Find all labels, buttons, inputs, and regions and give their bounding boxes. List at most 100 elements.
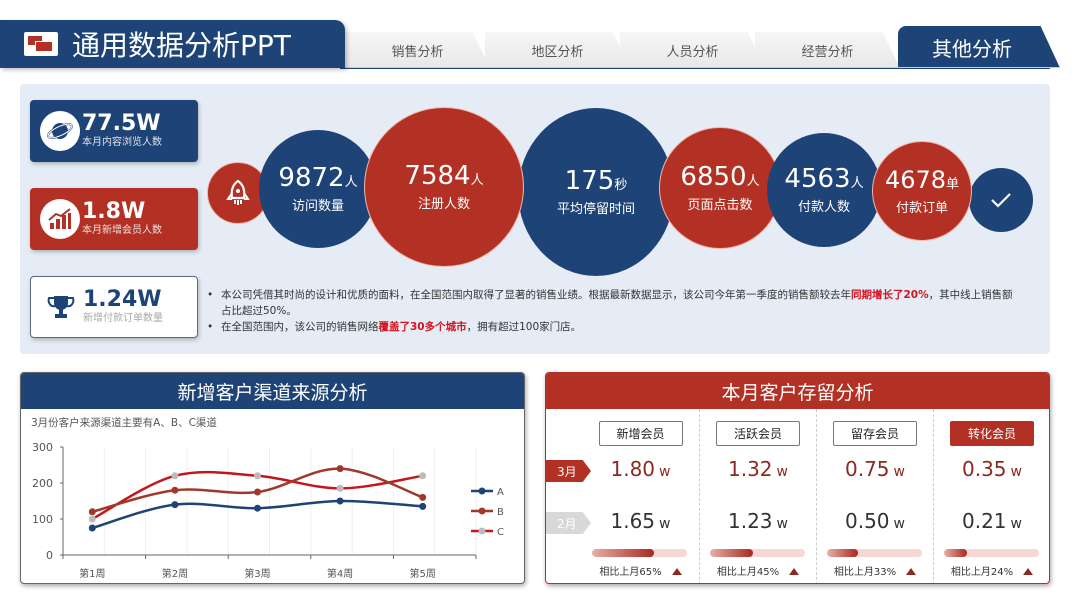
panel-title: 本月客户存留分析 [546, 373, 1049, 409]
panel-title: 新增客户渠道来源分析 [21, 373, 524, 409]
note-item: 在全国范围内，该公司的销售网络覆盖了30多个城市，拥有超过100家门店。 [205, 319, 1015, 335]
tab-sales[interactable]: 销售分析 [345, 32, 490, 68]
check-icon [991, 193, 1011, 208]
chat-bubbles-icon [22, 30, 58, 58]
metric-avg-stay: 175秒 平均停留时间 [518, 108, 674, 276]
stat-value: 1.24W [83, 287, 162, 312]
retention-column: 转化会员 0.35 w 0.21 w 相比上月24% [933, 409, 1049, 583]
tab-operations[interactable]: 经营分析 [755, 32, 900, 68]
metric-visits: 9872人 访问数量 [259, 130, 377, 248]
check-badge [969, 168, 1033, 232]
channel-source-panel: 新增客户渠道来源分析 3月份客户来源渠道主要有A、B、C渠道 0 100 200 30… [20, 372, 525, 584]
previous-value: 0.21 w [962, 509, 1022, 533]
member-type-button[interactable]: 新增会员 [598, 421, 683, 446]
tab-other[interactable]: 其他分析 [898, 26, 1060, 68]
current-value: 0.35 w [962, 457, 1022, 481]
metric-unit: 人 [344, 174, 358, 190]
metric-label: 付款人数 [797, 199, 850, 215]
tab-label: 销售分析 [391, 44, 444, 60]
stat-card-new-members: 1.8W 本月新增会员人数 [30, 188, 198, 250]
metric-registrations: 7584人 注册人数 [364, 107, 524, 267]
stat-card-views: 77.5W 本月内容浏览人数 [30, 100, 198, 162]
bar-chart-icon [40, 199, 80, 239]
metric-value: 7584 [404, 160, 471, 191]
metric-unit: 秒 [614, 177, 628, 193]
svg-text:0: 0 [46, 549, 53, 562]
metric-payers: 4563人 付款人数 [767, 133, 881, 247]
member-type-button[interactable]: 留存会员 [833, 421, 917, 446]
compare-text: 相比上月24% [934, 563, 1049, 578]
title-bar: 通用数据分析PPT [0, 20, 345, 68]
month-tag-current: 3月 [546, 460, 591, 482]
metric-value: 9872 [278, 162, 345, 193]
metric-label: 访问数量 [291, 198, 344, 214]
stat-card-orders: 1.24W 新增付款订单数量 [30, 276, 198, 338]
previous-value: 1.65 w [610, 509, 671, 533]
compare-text: 相比上月65% [582, 563, 699, 578]
svg-text:第3周: 第3周 [244, 567, 270, 580]
metric-label: 注册人数 [417, 196, 470, 212]
stat-value: 77.5W [82, 111, 161, 136]
retention-panel: 本月客户存留分析 3月 2月 新增会员 1.80 w 1.65 w 相比上月65% 活… [545, 372, 1050, 584]
tab-region[interactable]: 地区分析 [485, 32, 630, 68]
month-tag-previous: 2月 [546, 512, 591, 534]
tab-label: 经营分析 [801, 44, 854, 60]
tab-underline [340, 67, 1050, 69]
metric-paid-orders: 4678单 付款订单 [872, 141, 972, 241]
metric-label: 平均停留时间 [556, 201, 635, 217]
planet-icon [40, 111, 80, 151]
svg-text:第1周: 第1周 [79, 567, 105, 580]
retention-column: 新增会员 1.80 w 1.65 w 相比上月65% [582, 409, 699, 583]
compare-text: 相比上月45% [700, 563, 816, 578]
progress-bar [592, 549, 687, 557]
retention-column: 活跃会员 1.32 w 1.23 w 相比上月45% [699, 409, 816, 583]
stat-label: 新增付款订单数量 [83, 313, 163, 324]
stat-label: 本月新增会员人数 [82, 225, 162, 236]
previous-value: 1.23 w [728, 509, 788, 533]
stat-label: 本月内容浏览人数 [82, 137, 162, 148]
tab-staff[interactable]: 人员分析 [620, 32, 765, 68]
current-value: 0.75 w [845, 457, 905, 481]
metric-value: 4563 [784, 163, 851, 194]
svg-text:第4周: 第4周 [327, 567, 353, 580]
page-title: 通用数据分析PPT [72, 29, 291, 62]
note-item: 本公司凭借其时尚的设计和优质的面料，在全国范围内取得了显著的销售业绩。根据最新数… [205, 287, 1015, 319]
header: 通用数据分析PPT 销售分析 地区分析 人员分析 经营分析 其他分析 [0, 20, 1080, 69]
progress-bar [827, 549, 922, 557]
metric-value: 175 [564, 165, 615, 196]
stat-value: 1.8W [82, 199, 146, 224]
rocket-icon [226, 179, 250, 205]
member-type-button[interactable]: 活跃会员 [716, 421, 800, 446]
metric-value: 6850 [680, 161, 747, 192]
up-triangle-icon [906, 568, 917, 575]
metric-unit: 人 [470, 172, 484, 188]
summary-notes: 本公司凭借其时尚的设计和优质的面料，在全国范围内取得了显著的销售业绩。根据最新数… [205, 287, 1015, 335]
metric-unit: 人 [746, 173, 760, 189]
svg-text:第5周: 第5周 [410, 567, 436, 580]
tab-label: 其他分析 [932, 36, 1012, 61]
tab-label: 地区分析 [531, 44, 584, 60]
current-value: 1.80 w [610, 457, 671, 481]
progress-bar [710, 549, 805, 557]
svg-text:B: B [497, 507, 504, 518]
svg-text:C: C [497, 527, 504, 538]
line-chart: 0 100 200 300 第1周 第2周 第3周 第4周 第5周 ABC [32, 441, 504, 580]
svg-text:100: 100 [32, 513, 53, 526]
current-value: 1.32 w [728, 457, 788, 481]
up-triangle-icon [789, 568, 800, 575]
chart-subtitle: 3月份客户来源渠道主要有A、B、C渠道 [31, 417, 217, 429]
up-triangle-icon [671, 568, 682, 575]
svg-text:200: 200 [32, 477, 53, 490]
progress-bar [944, 549, 1039, 557]
metric-unit: 单 [946, 176, 960, 192]
svg-text:300: 300 [32, 441, 53, 454]
tab-label: 人员分析 [666, 44, 719, 60]
trophy-icon [41, 287, 81, 327]
metric-value: 4678 [884, 165, 947, 194]
metric-page-clicks: 6850人 页面点击数 [659, 127, 781, 249]
metric-unit: 人 [850, 175, 864, 191]
retention-column: 留存会员 0.75 w 0.50 w 相比上月33% [816, 409, 933, 583]
previous-value: 0.50 w [845, 509, 905, 533]
member-type-button[interactable]: 转化会员 [950, 421, 1034, 446]
compare-text: 相比上月33% [817, 563, 933, 578]
